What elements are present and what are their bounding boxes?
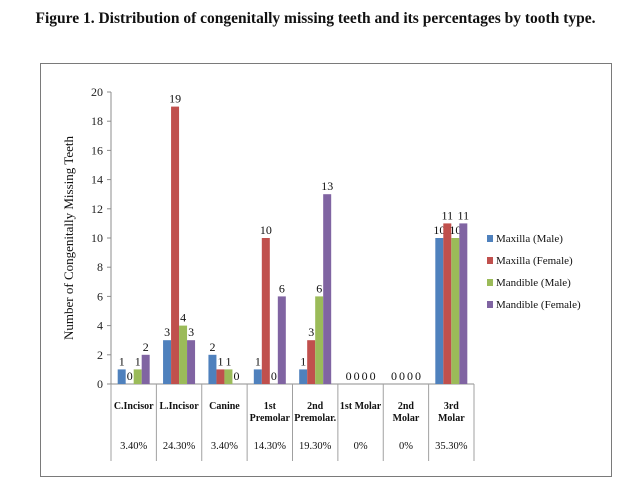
data-label: 19 bbox=[169, 92, 181, 106]
bar bbox=[117, 369, 126, 384]
category-label: 2nd bbox=[398, 401, 415, 412]
percentage-label: 19.30% bbox=[299, 441, 332, 452]
y-tick-label: 8 bbox=[97, 260, 103, 274]
category-label: C.Incisor bbox=[114, 401, 154, 412]
category-label: 3rd bbox=[444, 401, 459, 412]
y-tick-label: 20 bbox=[91, 85, 103, 99]
data-label: 3 bbox=[308, 325, 314, 339]
data-label: 6 bbox=[279, 281, 285, 295]
y-tick-label: 0 bbox=[97, 377, 103, 391]
data-label: 0 bbox=[407, 369, 413, 383]
data-label: 1 bbox=[135, 354, 141, 368]
y-tick-label: 14 bbox=[91, 173, 103, 187]
data-label: 1 bbox=[255, 354, 261, 368]
category-label: 1st bbox=[264, 401, 277, 412]
y-tick-label: 12 bbox=[91, 202, 103, 216]
percentage-label: 3.40% bbox=[120, 441, 147, 452]
bar bbox=[277, 296, 286, 384]
bar bbox=[133, 369, 142, 384]
data-label: 11 bbox=[442, 208, 454, 222]
category-label: 2nd bbox=[307, 401, 324, 412]
bar bbox=[179, 325, 188, 384]
data-label: 0 bbox=[233, 369, 239, 383]
bar bbox=[459, 223, 468, 384]
percentage-label: 14.30% bbox=[254, 441, 287, 452]
data-label: 10 bbox=[433, 223, 445, 237]
data-label: 2 bbox=[143, 340, 149, 354]
data-label: 1 bbox=[119, 354, 125, 368]
data-label: 3 bbox=[164, 325, 170, 339]
data-label: 3 bbox=[188, 325, 194, 339]
y-axis-label: Number of Congenitally Missing Teeth bbox=[61, 136, 76, 340]
legend-swatch bbox=[487, 257, 493, 264]
bar bbox=[261, 238, 270, 384]
bar bbox=[323, 194, 332, 384]
bar bbox=[435, 238, 444, 384]
data-label: 0 bbox=[127, 369, 133, 383]
legend-label: Maxilla (Female) bbox=[496, 255, 573, 267]
bar bbox=[451, 238, 460, 384]
bar bbox=[171, 106, 180, 384]
figure-title: Figure 1. Distribution of congenitally m… bbox=[35, 10, 596, 27]
data-label: 0 bbox=[415, 369, 421, 383]
data-label: 0 bbox=[271, 369, 277, 383]
percentage-label: 35.30% bbox=[435, 441, 468, 452]
data-label: 2 bbox=[209, 340, 215, 354]
legend-label: Mandible (Male) bbox=[496, 277, 571, 289]
bar bbox=[299, 369, 308, 384]
bar bbox=[315, 296, 324, 384]
data-label: 10 bbox=[260, 223, 272, 237]
bar bbox=[141, 354, 150, 384]
data-label: 6 bbox=[316, 281, 322, 295]
legend-label: Maxilla (Male) bbox=[496, 233, 563, 245]
category-label: Molar bbox=[438, 413, 465, 424]
data-label: 1 bbox=[300, 354, 306, 368]
percentage-label: 3.40% bbox=[211, 441, 238, 452]
category-label: L.Incisor bbox=[159, 401, 199, 412]
bar bbox=[253, 369, 262, 384]
legend-swatch bbox=[487, 235, 493, 242]
category-label: Canine bbox=[209, 401, 240, 412]
data-label: 0 bbox=[346, 369, 352, 383]
data-label: 13 bbox=[321, 179, 333, 193]
category-label: Premolar. bbox=[294, 413, 336, 424]
y-tick-label: 2 bbox=[97, 348, 103, 362]
legend-swatch bbox=[487, 301, 493, 308]
y-tick-label: 10 bbox=[91, 231, 103, 245]
bar bbox=[208, 354, 217, 384]
y-tick-label: 16 bbox=[91, 143, 103, 157]
data-label: 11 bbox=[458, 208, 470, 222]
percentage-label: 0% bbox=[354, 441, 368, 452]
data-label: 1 bbox=[217, 354, 223, 368]
bar bbox=[216, 369, 225, 384]
data-label: 0 bbox=[354, 369, 360, 383]
data-label: 0 bbox=[391, 369, 397, 383]
percentage-label: 0% bbox=[399, 441, 413, 452]
category-label: Molar bbox=[393, 413, 420, 424]
bar bbox=[443, 223, 452, 384]
data-label: 0 bbox=[399, 369, 405, 383]
legend-label: Mandible (Female) bbox=[496, 299, 581, 311]
y-tick-label: 18 bbox=[91, 114, 103, 128]
bar bbox=[163, 340, 172, 384]
y-tick-label: 6 bbox=[97, 289, 103, 303]
data-label: 0 bbox=[362, 369, 368, 383]
bar bbox=[224, 369, 233, 384]
bar bbox=[187, 340, 196, 384]
legend-swatch bbox=[487, 279, 493, 286]
bar bbox=[307, 340, 316, 384]
data-label: 0 bbox=[370, 369, 376, 383]
data-label: 1 bbox=[225, 354, 231, 368]
data-label: 4 bbox=[180, 311, 186, 325]
percentage-label: 24.30% bbox=[163, 441, 196, 452]
category-label: 1st Molar bbox=[340, 401, 382, 412]
category-label: Premolar bbox=[250, 413, 291, 424]
chart-frame: 0 2 4 6 8 10 12 14 16 18 20 Number of Congenitally … bbox=[40, 63, 612, 477]
y-tick-label: 4 bbox=[97, 319, 103, 333]
data-label: 10 bbox=[449, 223, 461, 237]
